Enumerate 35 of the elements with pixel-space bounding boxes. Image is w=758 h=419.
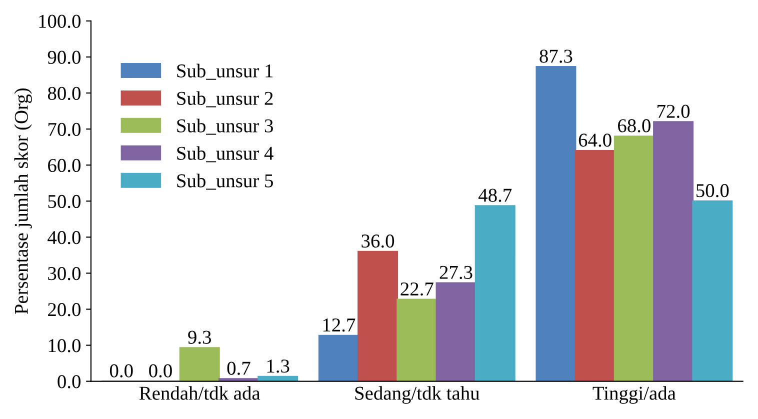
y-tick-label: 50.0	[48, 194, 80, 208]
legend-label: Sub_unsur 5	[177, 174, 273, 190]
y-tick-label: 30.0	[48, 267, 80, 280]
x-tick-label: Tinggi/ada	[592, 386, 676, 404]
legend-label: Sub_unsur 3	[177, 118, 273, 135]
legend-label: Sub_unsur 1	[177, 64, 273, 80]
y-tick-label: 40.0	[48, 230, 80, 244]
data-label: 0.0	[149, 364, 172, 378]
x-tick-label: Rendah/tdk ada	[139, 386, 260, 400]
legend-label: Sub_unsur 4	[177, 146, 274, 162]
y-axis-title: Persentase jumlah skor (Org)	[14, 88, 32, 314]
data-label: 0.7	[227, 362, 250, 375]
y-tick-label: 60.0	[48, 158, 80, 172]
data-label: 36.0	[362, 234, 394, 248]
data-label: 68.0	[618, 119, 650, 132]
data-label: 72.0	[658, 104, 690, 118]
y-tick-label: 0.0	[58, 375, 80, 388]
y-tick-label: 70.0	[48, 122, 80, 136]
data-label: 12.7	[323, 318, 356, 332]
x-tick-label: Sedang/tdk tahu	[355, 386, 480, 404]
y-tick-label: 10.0	[48, 339, 80, 352]
y-tick-label: 100.0	[39, 14, 80, 28]
data-label: 27.3	[440, 266, 472, 280]
data-label: 1.3	[267, 360, 290, 373]
data-label: 22.7	[400, 282, 434, 296]
data-label: 64.0	[578, 134, 612, 147]
data-label: 50.0	[696, 184, 729, 198]
legend-label: Sub_unsur 2	[177, 91, 273, 108]
data-label: 87.3	[540, 50, 572, 63]
data-label: 0.0	[110, 364, 133, 378]
y-tick-label: 80.0	[48, 86, 80, 100]
data-label: 48.7	[478, 188, 512, 202]
y-tick-label: 20.0	[48, 303, 80, 316]
data-label: 9.3	[188, 330, 211, 344]
y-tick-label: 90.0	[48, 50, 80, 64]
